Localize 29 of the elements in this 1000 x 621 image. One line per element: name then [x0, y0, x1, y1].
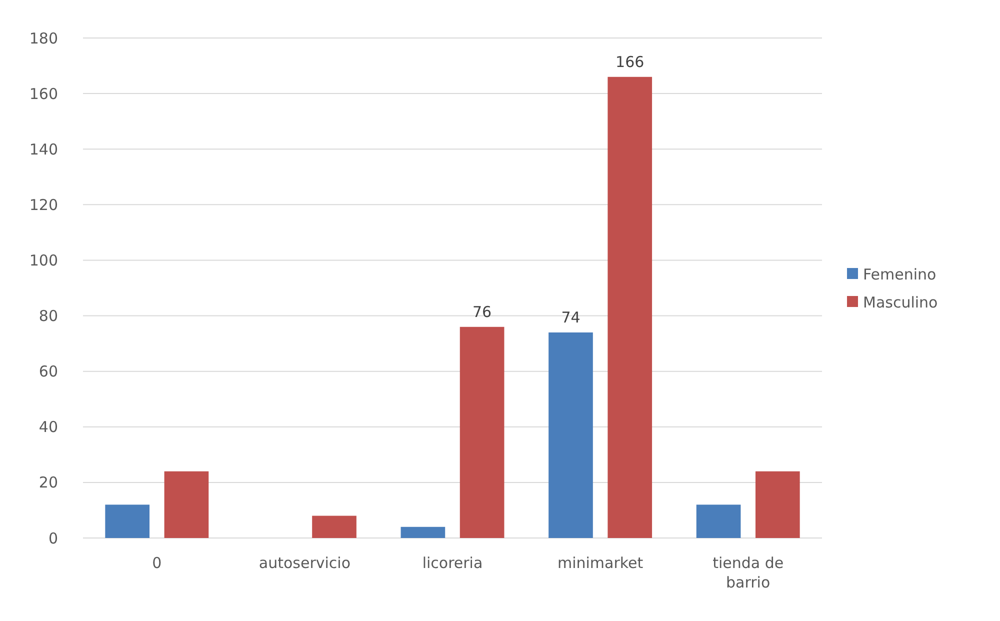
y-tick-label: 160: [29, 84, 58, 103]
legend-label: Femenino: [863, 265, 936, 284]
bar: [548, 332, 593, 538]
bar: [400, 526, 446, 538]
bar: [755, 471, 800, 538]
bar: [696, 504, 741, 538]
bar: [460, 326, 504, 538]
y-tick-label: 80: [38, 307, 58, 326]
y-tick-label: 140: [29, 140, 58, 158]
data-label: 166: [616, 52, 644, 71]
x-tick-label: licoreria: [422, 554, 483, 572]
x-tick-label: minimarket: [557, 554, 644, 572]
y-tick-label: 0: [48, 529, 58, 548]
bar: [164, 471, 209, 538]
legend-label: Masculino: [863, 293, 938, 312]
bar: [608, 76, 652, 538]
y-tick-label: 20: [38, 474, 58, 492]
bar: [312, 516, 356, 538]
y-tick-label: 40: [38, 418, 58, 436]
x-tick-label: autoservicio: [258, 554, 351, 572]
x-tick-label: tienda de barrio: [712, 554, 784, 592]
y-tick-label: 180: [29, 29, 58, 48]
data-label: 76: [472, 302, 492, 321]
data-label: 74: [561, 308, 580, 326]
bar: [105, 504, 150, 538]
x-tick-label: 0: [152, 554, 162, 572]
y-tick-label: 100: [29, 251, 58, 270]
y-tick-label: 60: [38, 362, 58, 381]
y-tick-label: 120: [29, 196, 58, 214]
